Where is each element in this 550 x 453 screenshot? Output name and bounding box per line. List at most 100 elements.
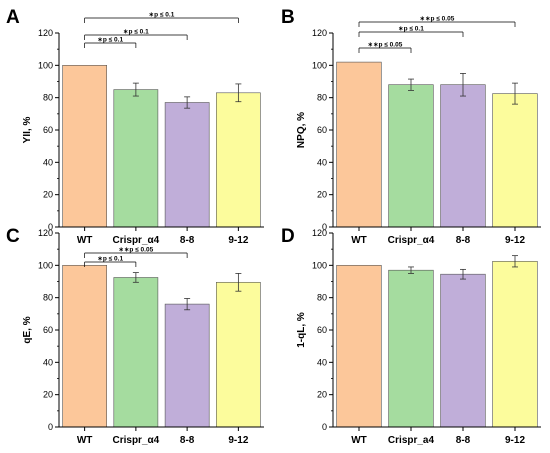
significance-label: ∗∗p ≤ 0.05 bbox=[420, 16, 455, 23]
bar-9-12 bbox=[216, 92, 261, 228]
significance-label: ∗∗p ≤ 0.05 bbox=[119, 247, 154, 254]
y-tick-label: 120 bbox=[312, 28, 327, 38]
y-tick-label: 120 bbox=[38, 228, 53, 238]
x-category-label: Crispr_α4 bbox=[113, 235, 160, 246]
y-tick-label: 40 bbox=[43, 157, 53, 167]
bar-crispr-4 bbox=[388, 84, 434, 228]
y-tick-label: 0 bbox=[48, 222, 53, 232]
y-tick-label: 80 bbox=[43, 93, 53, 103]
y-tick-label: 80 bbox=[43, 293, 53, 303]
significance-label: ∗∗p ≤ 0.05 bbox=[368, 42, 403, 49]
y-tick-label: 20 bbox=[43, 190, 53, 200]
x-category-label: 8-8 bbox=[456, 435, 471, 446]
chart-panel-a: A 0 20 40 60 80 100 120 WT Crispr_α4 8-8 9-12 YII, %… bbox=[6, 7, 264, 246]
error-bar bbox=[184, 96, 191, 109]
significance-label: ∗p ≤ 0.1 bbox=[398, 26, 424, 33]
error-bar bbox=[512, 82, 518, 105]
y-axis-label: NPQ, % bbox=[296, 112, 307, 148]
y-tick-label: 60 bbox=[43, 125, 53, 135]
error-bar bbox=[512, 255, 518, 268]
y-tick-label: 100 bbox=[38, 260, 53, 270]
y-axis-label: YII, % bbox=[22, 117, 33, 144]
bar-wt bbox=[336, 264, 382, 428]
significance-label: ∗p ≤ 0.1 bbox=[149, 12, 175, 19]
y-tick-label: 40 bbox=[317, 157, 327, 167]
x-category-label: 9-12 bbox=[228, 235, 248, 246]
y-axis-label: qE, % bbox=[22, 316, 33, 343]
significance-label: ∗p ≤ 0.1 bbox=[97, 37, 123, 44]
bar-9-12 bbox=[216, 281, 261, 428]
y-tick-label: 100 bbox=[312, 260, 327, 270]
x-category-label: 9-12 bbox=[228, 435, 248, 446]
significance-bracket: ∗∗p ≤ 0.05 bbox=[358, 16, 516, 27]
bar-8-8 bbox=[440, 273, 486, 428]
significance-label: ∗p ≤ 0.1 bbox=[123, 29, 149, 36]
x-category-label: 8-8 bbox=[180, 435, 195, 446]
bar-9-12 bbox=[492, 260, 538, 428]
y-axis-label: 1-qL, % bbox=[296, 312, 307, 348]
panel-letter: B bbox=[281, 7, 295, 28]
bar-9-12 bbox=[492, 93, 538, 228]
y-tick-label: 60 bbox=[317, 125, 327, 135]
y-tick-label: 0 bbox=[48, 422, 53, 432]
x-category-label: WT bbox=[351, 435, 367, 446]
x-category-label: 9-12 bbox=[505, 235, 525, 246]
x-category-label: 8-8 bbox=[456, 235, 471, 246]
error-bar bbox=[184, 298, 191, 311]
chart-panel-d: D 0 20 40 60 80 100 120 WT Crispr_a4 8-8 9-12 1-qL, … bbox=[281, 226, 541, 446]
bar-8-8 bbox=[164, 102, 210, 228]
y-tick-label: 100 bbox=[312, 60, 327, 70]
bar-8-8 bbox=[440, 84, 486, 228]
y-tick-label: 0 bbox=[322, 222, 327, 232]
y-tick-label: 120 bbox=[38, 28, 53, 38]
y-tick-label: 40 bbox=[317, 357, 327, 367]
chart-panel-b: B 0 20 40 60 80 100 120 WT Crispr_α4 8-8 9-12 NPQ, %… bbox=[281, 7, 541, 246]
x-category-label: WT bbox=[77, 235, 93, 246]
error-bar bbox=[132, 272, 139, 283]
y-tick-label: 120 bbox=[312, 228, 327, 238]
panel-letter: D bbox=[281, 226, 295, 247]
error-bar bbox=[132, 82, 139, 97]
bar-wt bbox=[62, 65, 107, 228]
y-tick-label: 100 bbox=[38, 60, 53, 70]
error-bar bbox=[460, 73, 466, 97]
significance-label: ∗p ≤ 0.1 bbox=[97, 256, 123, 263]
error-bar bbox=[235, 273, 242, 292]
significance-bracket: ∗p ≤ 0.1 bbox=[84, 37, 137, 48]
bar-wt bbox=[62, 264, 107, 428]
bar-8-8 bbox=[164, 303, 210, 428]
x-category-label: WT bbox=[77, 435, 93, 446]
y-tick-label: 80 bbox=[317, 93, 327, 103]
y-tick-label: 60 bbox=[317, 325, 327, 335]
x-category-label: Crispr_a4 bbox=[388, 435, 435, 446]
y-tick-label: 40 bbox=[43, 357, 53, 367]
x-category-label: Crispr_α4 bbox=[113, 435, 160, 446]
y-tick-label: 0 bbox=[322, 422, 327, 432]
significance-bracket: ∗p ≤ 0.1 bbox=[84, 12, 239, 23]
error-bar bbox=[408, 78, 414, 91]
chart-panel-c: C 0 20 40 60 80 100 120 WT Crispr_α4 8-8 9-12 qE, % ∗… bbox=[6, 226, 264, 446]
error-bar bbox=[460, 268, 466, 280]
x-category-label: Crispr_α4 bbox=[388, 235, 435, 246]
panel-letter: C bbox=[6, 226, 20, 247]
panel-letter: A bbox=[6, 7, 20, 28]
significance-bracket: ∗p ≤ 0.1 bbox=[84, 29, 188, 40]
significance-bracket: ∗p ≤ 0.1 bbox=[84, 256, 137, 267]
y-tick-label: 80 bbox=[317, 293, 327, 303]
y-tick-label: 60 bbox=[43, 325, 53, 335]
bar-wt bbox=[336, 61, 382, 228]
x-category-label: 8-8 bbox=[180, 235, 195, 246]
significance-bracket: ∗p ≤ 0.1 bbox=[358, 26, 464, 37]
error-bar bbox=[408, 266, 414, 274]
bar-crispr-4 bbox=[113, 277, 159, 428]
x-category-label: WT bbox=[351, 235, 367, 246]
error-bar bbox=[235, 83, 242, 103]
y-tick-label: 20 bbox=[43, 390, 53, 400]
x-category-label: 9-12 bbox=[505, 435, 525, 446]
y-tick-label: 20 bbox=[317, 390, 327, 400]
significance-bracket: ∗∗p ≤ 0.05 bbox=[84, 247, 188, 258]
y-tick-label: 20 bbox=[317, 190, 327, 200]
bar-crispr-a4 bbox=[388, 269, 434, 428]
significance-bracket: ∗∗p ≤ 0.05 bbox=[358, 42, 412, 53]
